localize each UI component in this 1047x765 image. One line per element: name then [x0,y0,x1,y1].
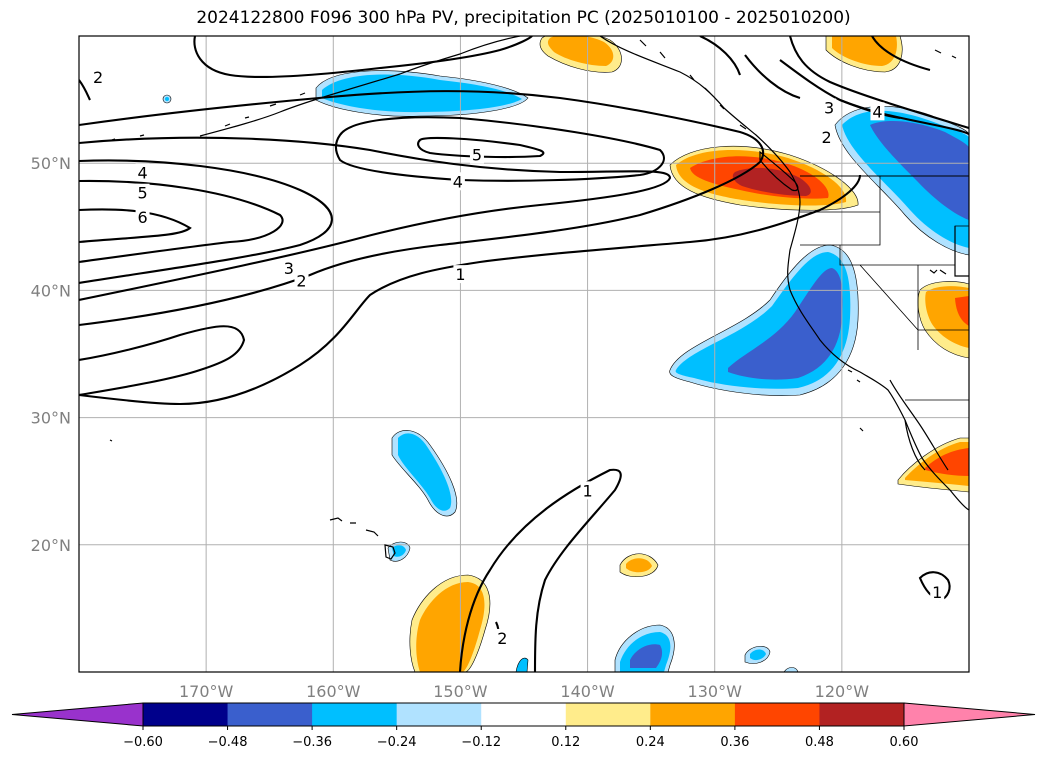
precip-fill-layer [162,36,969,672]
contour-label-6: 2 [296,271,306,290]
contour-label-9: 2 [497,629,507,648]
colorbar-segment-9 [819,703,905,726]
colorbar-label-8: 0.48 [805,735,834,750]
contour-label-bg-3 [469,145,484,164]
contour-label-bg-11 [91,67,106,86]
contour-label-bg-7 [453,265,468,284]
map-gridlines [79,36,969,672]
contour-label-bg-12 [822,98,837,117]
contour-label-bg-13 [870,102,885,121]
latitude-labels: 50°N 40°N 30°N 20°N [31,154,71,555]
colorbar-label-9: 0.60 [890,735,919,750]
colorbar-label-0: −0.60 [123,735,163,750]
pv-contour-layer [79,36,969,672]
coastline-alaska [199,36,521,137]
lon-label-0: 170°W [179,682,234,701]
lon-label-1: 160°W [306,682,361,701]
pv-contour-5-closed [417,136,545,159]
contour-label-bg-2 [135,207,150,226]
contour-label-bg-8 [580,481,595,500]
contour-label-3: 5 [472,146,482,165]
pv-contour-5 [79,179,284,264]
coastlines [109,36,969,560]
colorbar-segment-4 [396,703,482,726]
lat-label-3: 20°N [31,536,71,555]
colorbar-label-3: −0.24 [377,735,417,750]
contour-label-13: 4 [872,102,882,121]
colorbar-label-4: −0.12 [461,735,501,750]
contour-label-11: 2 [93,68,103,87]
contour-label-bg-9 [495,628,510,647]
contour-label-14: 2 [822,128,832,147]
colorbar-segment-2 [227,703,313,726]
contour-label-bg-0 [135,163,150,182]
pv-contour-3 [79,136,672,302]
contour-label-bg-10 [930,583,945,602]
contour-label-12: 3 [824,99,834,118]
lon-label-5: 120°W [815,682,870,701]
contour-label-4: 4 [453,172,463,191]
colorbar-label-6: 0.24 [636,735,665,750]
contour-label-1: 5 [137,184,147,203]
contour-label-bg-1 [135,183,150,202]
colorbar-label-1: −0.48 [208,735,248,750]
map-frame [78,35,970,673]
colorbar-segment-8 [734,703,820,726]
coastline-hawaii [109,439,396,560]
colorbar-extend-high [903,702,1036,727]
colorbar-frame [142,702,905,727]
pv-contour-4 [79,159,333,285]
lon-label-3: 140°W [560,682,615,701]
contour-label-5: 3 [284,259,294,278]
contour-label-7: 1 [455,265,465,284]
colorbar-segment-1 [143,703,229,726]
contour-label-bg-5 [281,258,296,277]
contour-label-bg-14 [819,127,834,146]
pv-contour-1 [79,325,246,397]
pv-contour-6 [79,208,192,244]
colorbar: −0.60 −0.48 −0.36 −0.24 −0.12 0.12 0.24 0.36 0.4… [11,702,1036,750]
colorbar-label-5: 0.12 [551,735,580,750]
lon-label-2: 150°W [433,682,488,701]
lat-label-0: 50°N [31,154,71,173]
colorbar-segment-3 [312,703,398,726]
colorbar-label-2: −0.36 [292,735,332,750]
contour-label-bg-4 [450,172,465,191]
colorbar-extend-low [11,702,144,727]
contour-label-8: 1 [582,481,592,500]
coastline-vancouver-island [759,150,799,192]
contour-label-bg-6 [294,271,309,290]
contour-label-2: 6 [137,208,147,227]
lat-label-1: 40°N [31,281,71,300]
coastline-us-west [787,201,969,511]
contour-label-0: 4 [137,163,147,182]
colorbar-segment-7 [650,703,736,726]
colorbar-segment-5 [481,703,567,726]
map-title: 2024122800 F096 300 hPa PV, precipitatio… [196,8,851,28]
longitude-labels: 170°W 160°W 150°W 140°W 130°W 120°W [179,682,869,701]
lat-label-2: 30°N [31,409,71,428]
pv-contour-2 [79,90,765,327]
colorbar-label-7: 0.36 [720,735,749,750]
colorbar-segment-6 [565,703,651,726]
pv-contour-1-south [458,468,622,672]
contour-label-10: 1 [932,583,942,602]
lon-label-4: 130°W [688,682,743,701]
coastline-baja [889,379,949,471]
